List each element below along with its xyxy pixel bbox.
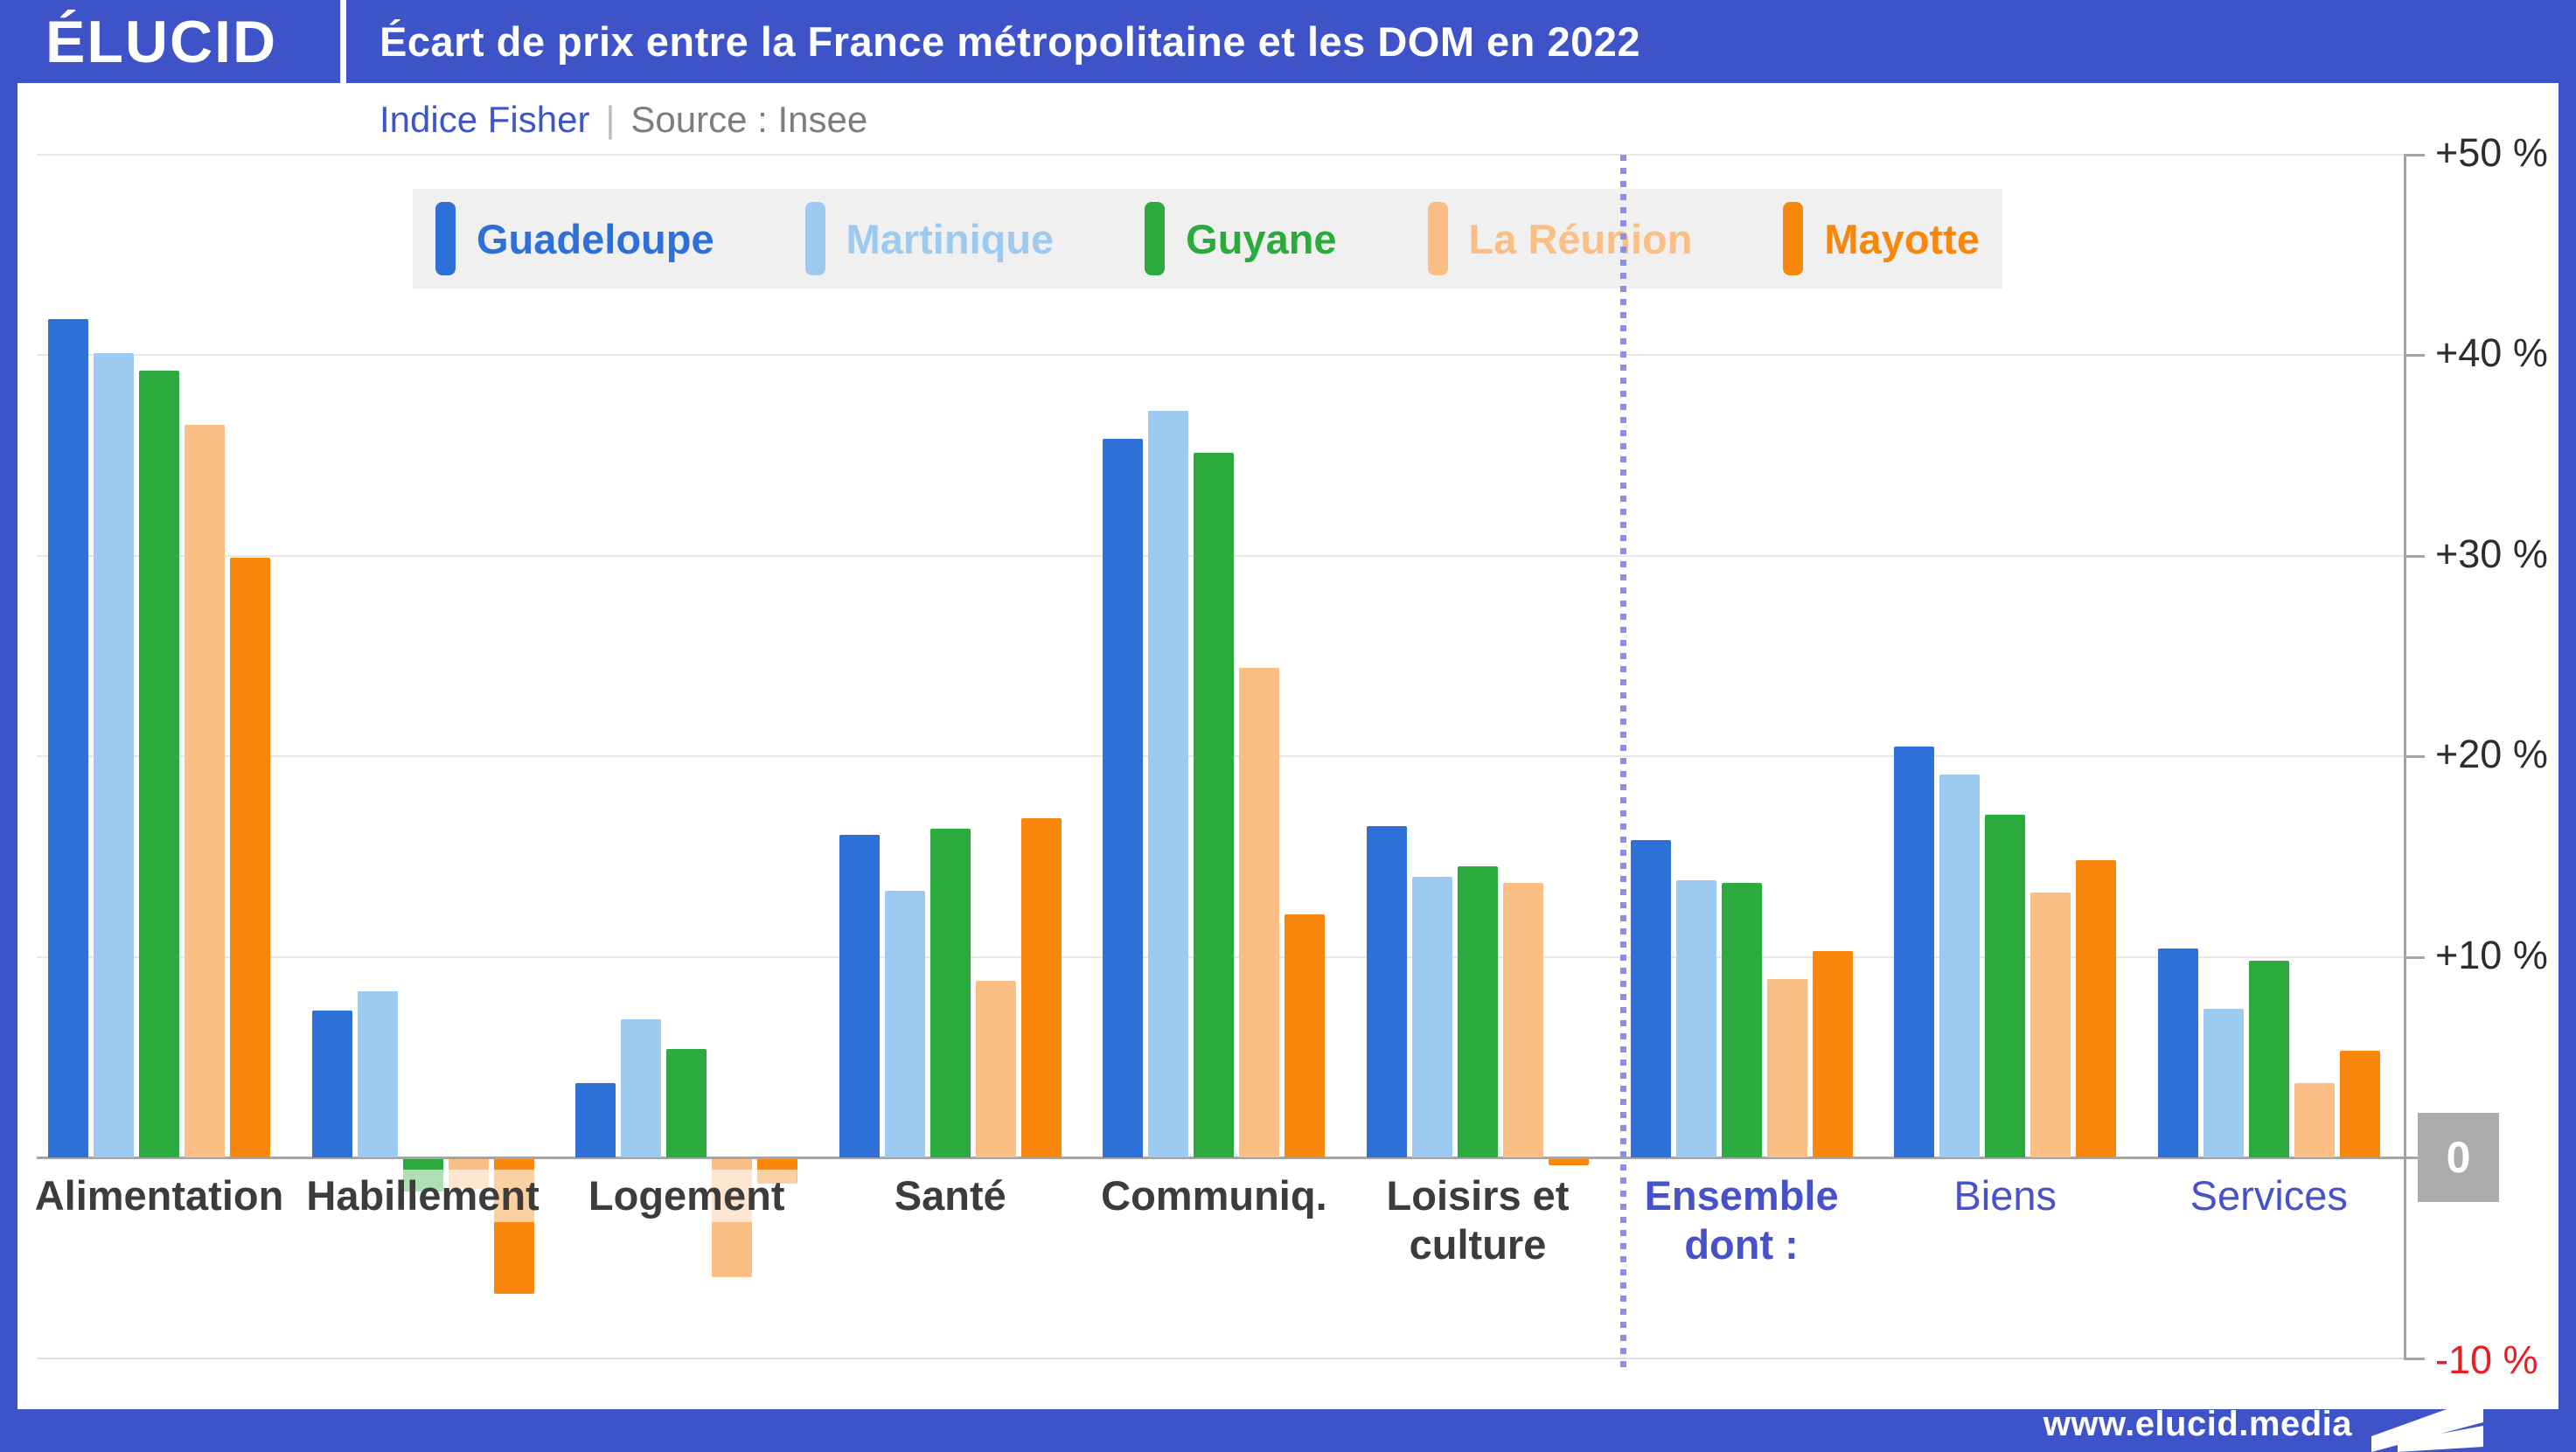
category-label-5: Communiq. bbox=[1089, 1170, 1340, 1223]
legend: Guadeloupe Martinique Guyane La Réunion Mayo… bbox=[413, 189, 2002, 288]
legend-item-guadeloupe[interactable]: Guadeloupe bbox=[435, 202, 714, 275]
subtitle-separator: | bbox=[605, 99, 616, 140]
bar-la-réunion bbox=[184, 425, 225, 1157]
legend-item-la-réunion[interactable]: La Réunion bbox=[1427, 202, 1693, 275]
bar-la-réunion bbox=[2030, 893, 2071, 1157]
legend-label: Mayotte bbox=[1824, 215, 1980, 262]
bar-guyane bbox=[1194, 453, 1235, 1157]
bar-guyane bbox=[1721, 882, 1762, 1157]
section-separator bbox=[1619, 154, 1626, 1367]
bar-guyane bbox=[2248, 961, 2289, 1157]
bar-mayotte bbox=[1549, 1159, 1589, 1165]
bar-la-réunion bbox=[2294, 1083, 2335, 1157]
footer-band bbox=[0, 1409, 2576, 1443]
legend-item-martinique[interactable]: Martinique bbox=[804, 202, 1055, 275]
chart-card: Indice Fisher | Source : Insee Guadeloup… bbox=[17, 83, 2559, 1409]
bar-guadeloupe bbox=[1894, 746, 1935, 1157]
axis-tick bbox=[2404, 955, 2425, 959]
chart-subtitle: Indice Fisher | Source : Insee bbox=[379, 99, 867, 141]
page-title: Écart de prix entre la France métropolit… bbox=[379, 18, 1641, 65]
legend-label: Martinique bbox=[846, 215, 1055, 262]
zero-label-box: 0 bbox=[2418, 1113, 2499, 1202]
axis-tick bbox=[2404, 755, 2425, 758]
bar-guadeloupe bbox=[1103, 439, 1144, 1157]
bar-la-réunion bbox=[1766, 978, 1807, 1157]
bar-guadeloupe bbox=[575, 1083, 616, 1157]
bar-guyane bbox=[1985, 814, 2026, 1157]
bar-guyane bbox=[929, 828, 971, 1157]
header-divider bbox=[340, 0, 346, 83]
axis-tick bbox=[2404, 1357, 2425, 1360]
bar-mayotte bbox=[1020, 818, 1062, 1157]
axis-tick bbox=[2404, 554, 2425, 558]
legend-label: Guyane bbox=[1186, 215, 1337, 262]
bar-mayotte bbox=[1285, 914, 1326, 1157]
legend-label: Guadeloupe bbox=[477, 215, 714, 262]
legend-swatch bbox=[804, 202, 825, 275]
y-axis-label: +50 % bbox=[2435, 129, 2548, 175]
category-label-2: Habillement bbox=[294, 1170, 552, 1223]
bar-mayotte bbox=[230, 557, 270, 1157]
category-label-7: Ensemble dont : bbox=[1632, 1170, 1851, 1272]
bar-martinique bbox=[1412, 876, 1452, 1157]
footer: www.elucid.media bbox=[2043, 1395, 2520, 1452]
bar-martinique bbox=[357, 990, 398, 1157]
category-label-1: Alimentation bbox=[22, 1170, 296, 1223]
negative-gridline bbox=[37, 1357, 2404, 1359]
elucid-logo: ÉLUCID bbox=[45, 8, 278, 75]
legend-item-mayotte[interactable]: Mayotte bbox=[1783, 202, 1980, 275]
gridline-50 bbox=[37, 153, 2404, 156]
bar-mayotte bbox=[1812, 950, 1853, 1157]
bar-martinique bbox=[1675, 880, 1716, 1157]
bar-martinique bbox=[94, 352, 134, 1157]
bar-guyane bbox=[666, 1049, 707, 1157]
bar-martinique bbox=[1148, 411, 1189, 1157]
legend-swatch bbox=[1427, 202, 1448, 275]
negative-axis-label: -10 % bbox=[2435, 1337, 2538, 1382]
bar-martinique bbox=[884, 890, 925, 1157]
bar-guadeloupe bbox=[48, 318, 88, 1157]
category-label-9: Services bbox=[2177, 1170, 2360, 1223]
y-axis-line bbox=[2404, 154, 2406, 1358]
legend-swatch bbox=[1783, 202, 1804, 275]
bar-mayotte bbox=[2076, 860, 2117, 1157]
elucid-logo-block: ÉLUCID bbox=[0, 0, 443, 88]
bar-guadeloupe bbox=[311, 1011, 352, 1157]
bar-martinique bbox=[2203, 1009, 2244, 1157]
axis-tick bbox=[2404, 153, 2425, 156]
zero-line bbox=[37, 1157, 2404, 1159]
bar-martinique bbox=[621, 1018, 662, 1157]
y-axis-label: +20 % bbox=[2435, 732, 2548, 776]
bar-guadeloupe bbox=[2157, 948, 2198, 1157]
category-label-6: Loisirs et culture bbox=[1374, 1170, 1582, 1272]
bar-la-réunion bbox=[1239, 668, 1280, 1157]
legend-item-guyane[interactable]: Guyane bbox=[1145, 202, 1337, 275]
category-label-4: Santé bbox=[881, 1170, 1019, 1223]
bar-la-réunion bbox=[1503, 882, 1543, 1157]
bar-mayotte bbox=[2339, 1051, 2380, 1157]
subtitle-source: Source : Insee bbox=[630, 99, 868, 140]
bar-guadeloupe bbox=[839, 834, 880, 1157]
subtitle-indice: Indice Fisher bbox=[379, 99, 590, 140]
category-label-8: Biens bbox=[1941, 1170, 2069, 1223]
axis-tick bbox=[2404, 1157, 2425, 1159]
bar-guadeloupe bbox=[1630, 840, 1671, 1157]
y-axis-label: +40 % bbox=[2435, 330, 2548, 375]
bar-martinique bbox=[1939, 774, 1981, 1157]
bar-la-réunion bbox=[975, 981, 1016, 1157]
category-label-3: Logement bbox=[575, 1170, 797, 1223]
footer-url[interactable]: www.elucid.media bbox=[2043, 1405, 2352, 1443]
legend-swatch bbox=[1145, 202, 1166, 275]
legend-swatch bbox=[435, 202, 456, 275]
bar-guadeloupe bbox=[1367, 826, 1407, 1157]
bar-guyane bbox=[139, 371, 179, 1157]
gridline-40 bbox=[37, 354, 2404, 356]
y-axis-label: +10 % bbox=[2435, 932, 2548, 977]
legend-label: La Réunion bbox=[1468, 215, 1693, 262]
y-axis-label: +30 % bbox=[2435, 531, 2548, 576]
bar-guyane bbox=[1458, 866, 1498, 1157]
axis-tick bbox=[2404, 354, 2425, 357]
